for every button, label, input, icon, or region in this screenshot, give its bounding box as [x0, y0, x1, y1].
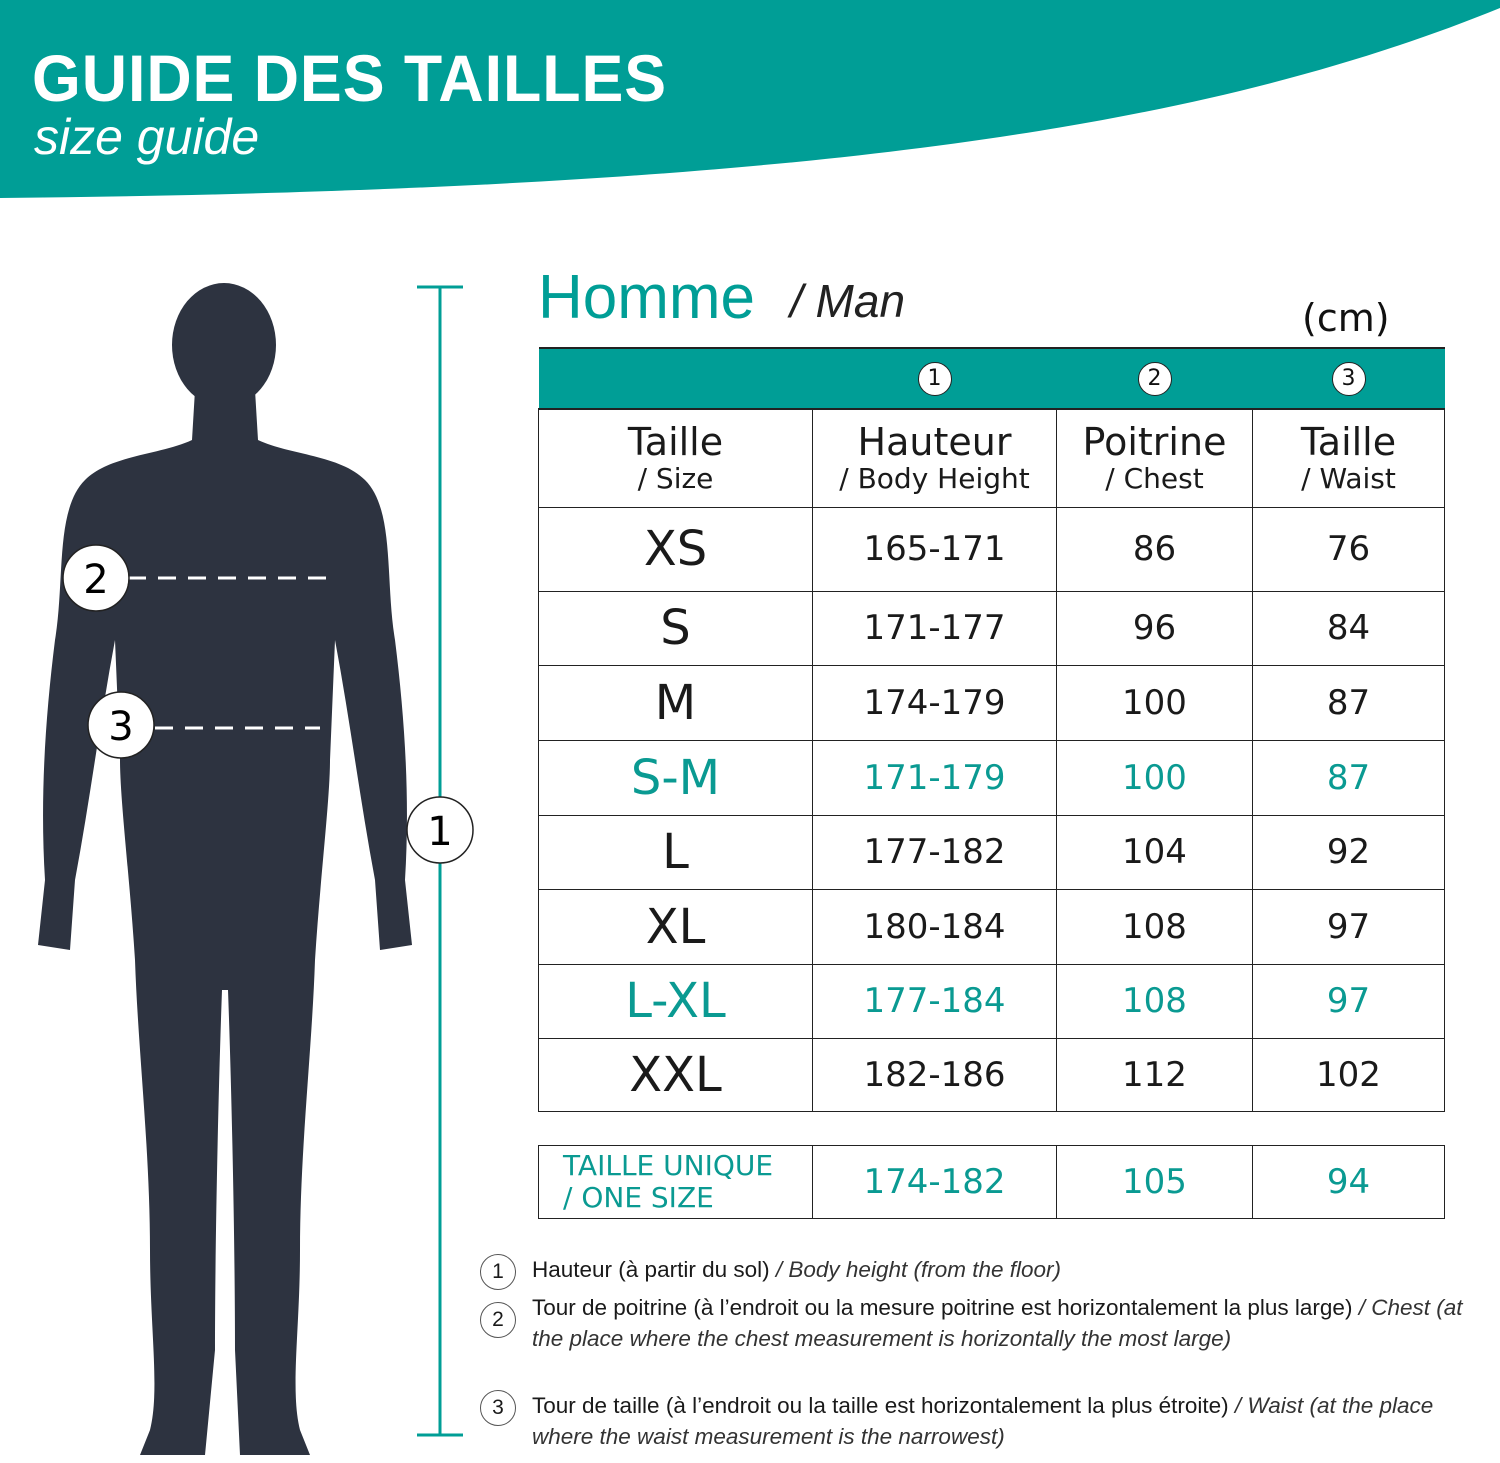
cell-height: 171-177	[812, 590, 1057, 666]
page-title: GUIDE DES TAILLES	[32, 41, 668, 115]
svg-text:2: 2	[83, 557, 108, 603]
head	[172, 283, 276, 407]
cell-waist: 84	[1252, 590, 1445, 666]
cell-height: 182-186	[812, 1037, 1057, 1112]
cell-height: 165-171	[812, 506, 1057, 592]
marker-1: 1	[406, 796, 474, 864]
one-size-table: TAILLE UNIQUE / ONE SIZE 174-182 105 94	[538, 1145, 1445, 1219]
cell-chest: 100	[1056, 664, 1253, 741]
cell-chest: 108	[1056, 888, 1253, 965]
col-chest: Poitrine / Chest	[1056, 408, 1253, 508]
table-row: XL 180-184 108 97	[538, 888, 1445, 965]
column-headers: Taille / Size Hauteur / Body Height Poitri…	[538, 408, 1445, 508]
cell-height: 171-179	[812, 739, 1057, 816]
cell-size: XXL	[538, 1037, 813, 1112]
marker-3: 3	[1331, 361, 1366, 396]
svg-text:1: 1	[427, 809, 452, 855]
table-row: XXL 182-186 112 102	[538, 1037, 1445, 1112]
section-subtitle: / Man	[790, 275, 906, 327]
cell-size: M	[538, 664, 813, 741]
cell-waist: 97	[1252, 963, 1445, 1039]
cell-height: 177-182	[812, 814, 1057, 890]
note-1: 1 Hauteur (à partir du sol) / Body height…	[480, 1254, 1470, 1290]
col-size: Taille / Size	[538, 408, 813, 508]
cell-chest: 112	[1056, 1037, 1253, 1112]
cell-waist: 87	[1252, 664, 1445, 741]
marker-1: 1	[917, 361, 952, 396]
header-banner	[0, 0, 1500, 198]
marker-row: 1 2 3	[538, 347, 1445, 410]
size-table: 1 2 3 Taille / Size Hauteur / Body Height …	[538, 347, 1445, 1112]
cell-size: L	[538, 814, 813, 890]
table-row: L 177-182 104 92	[538, 814, 1445, 890]
unit-label: (cm)	[1302, 296, 1390, 340]
cell-chest: 96	[1056, 590, 1253, 666]
cell-waist: 102	[1252, 1037, 1445, 1112]
cell-size: XL	[538, 888, 813, 965]
cell-size: S-M	[538, 739, 813, 816]
note-2: 2 Tour de poitrine (à l’endroit ou la mes…	[480, 1292, 1470, 1354]
silhouette	[38, 390, 412, 1455]
table-row: L-XL 177-184 108 97	[538, 963, 1445, 1039]
cell-chest: 100	[1056, 739, 1253, 816]
cell-waist: 97	[1252, 888, 1445, 965]
cell-height: 180-184	[812, 888, 1057, 965]
table-row: S 171-177 96 84	[538, 590, 1445, 666]
col-height: Hauteur / Body Height	[812, 408, 1057, 508]
cell-chest: 86	[1056, 506, 1253, 592]
page-subtitle: size guide	[34, 109, 260, 165]
cell-size: L-XL	[538, 963, 813, 1039]
section-title: Homme	[538, 263, 756, 332]
table-row: XS 165-171 86 76	[538, 506, 1445, 592]
svg-text:3: 3	[108, 704, 133, 750]
one-size-row: TAILLE UNIQUE / ONE SIZE 174-182 105 94	[538, 1145, 1445, 1219]
cell-chest: 104	[1056, 814, 1253, 890]
table-row: S-M 171-179 100 87	[538, 739, 1445, 816]
cell-size: XS	[538, 506, 813, 592]
col-waist: Taille / Waist	[1252, 408, 1445, 508]
cell-waist: 87	[1252, 739, 1445, 816]
body-figure: 1 2 3	[38, 283, 474, 1455]
cell-height: 177-184	[812, 963, 1057, 1039]
cell-height: 174-179	[812, 664, 1057, 741]
marker-3: 3	[87, 691, 155, 759]
marker-2: 2	[1137, 361, 1172, 396]
cell-chest: 108	[1056, 963, 1253, 1039]
table-row: M 174-179 100 87	[538, 664, 1445, 741]
cell-waist: 76	[1252, 506, 1445, 592]
cell-size: S	[538, 590, 813, 666]
cell-waist: 92	[1252, 814, 1445, 890]
marker-2: 2	[62, 544, 130, 612]
note-3: 3 Tour de taille (à l’endroit ou la taill…	[480, 1390, 1470, 1452]
